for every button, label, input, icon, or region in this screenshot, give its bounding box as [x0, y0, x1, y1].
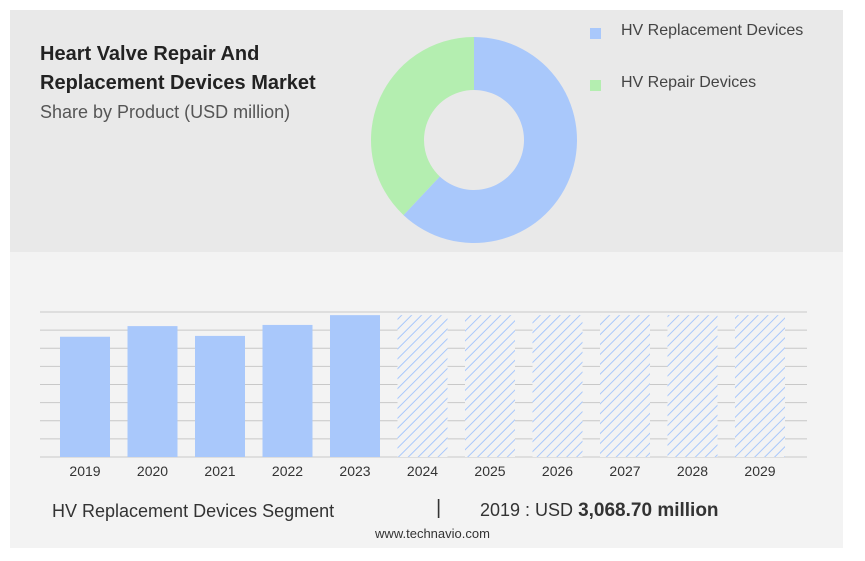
- x-tick-2027: 2027: [609, 463, 640, 479]
- bar-2021: [195, 335, 245, 457]
- x-tick-2021: 2021: [204, 463, 235, 479]
- legend-swatch-replacement: [590, 28, 601, 39]
- bar-2025: [465, 315, 515, 457]
- x-tick-2019: 2019: [69, 463, 100, 479]
- footer-separator: |: [436, 497, 442, 519]
- bar-2029: [735, 315, 785, 457]
- segment-value-prefix: 2019 : USD: [480, 500, 574, 520]
- bar-chart: 2019 2020 2021 2022 2023 2024 2025 2026 2027 2028…: [40, 311, 807, 479]
- segment-value-amount: 3,068.70 million: [578, 500, 719, 521]
- bar-2020: [127, 326, 178, 457]
- segment-value: 2019 : USD 3,068.70 million: [480, 500, 719, 522]
- chart-subtitle: Share by Product (USD million): [40, 102, 291, 122]
- bar-2028: [667, 315, 718, 457]
- x-tick-2029: 2029: [744, 463, 775, 479]
- donut-slice-repair: [371, 37, 474, 216]
- bar-2022: [262, 324, 313, 457]
- chart-title: Heart Valve Repair And Replacement Devic…: [40, 43, 316, 94]
- legend-label-repair: HV Repair Devices: [621, 74, 757, 91]
- bar-2023: [330, 315, 380, 457]
- bar-2027: [600, 315, 650, 457]
- x-tick-2028: 2028: [677, 463, 708, 479]
- legend-label-replacement: HV Replacement Devices: [621, 22, 804, 39]
- x-tick-2026: 2026: [542, 463, 573, 479]
- x-tick-2023: 2023: [339, 463, 370, 479]
- x-tick-2022: 2022: [272, 463, 303, 479]
- bar-2024: [397, 315, 448, 457]
- donut-slice-replacement: [403, 37, 577, 244]
- donut-chart: [371, 37, 577, 244]
- source-credit: www.technavio.com: [375, 526, 490, 541]
- x-tick-2020: 2020: [137, 463, 168, 479]
- legend-swatch-repair: [590, 80, 601, 91]
- segment-label: HV Replacement Devices Segment: [52, 501, 335, 521]
- x-tick-2025: 2025: [474, 463, 505, 479]
- bar-2026: [532, 315, 583, 457]
- x-tick-2024: 2024: [407, 463, 438, 479]
- bar-2019: [60, 336, 110, 457]
